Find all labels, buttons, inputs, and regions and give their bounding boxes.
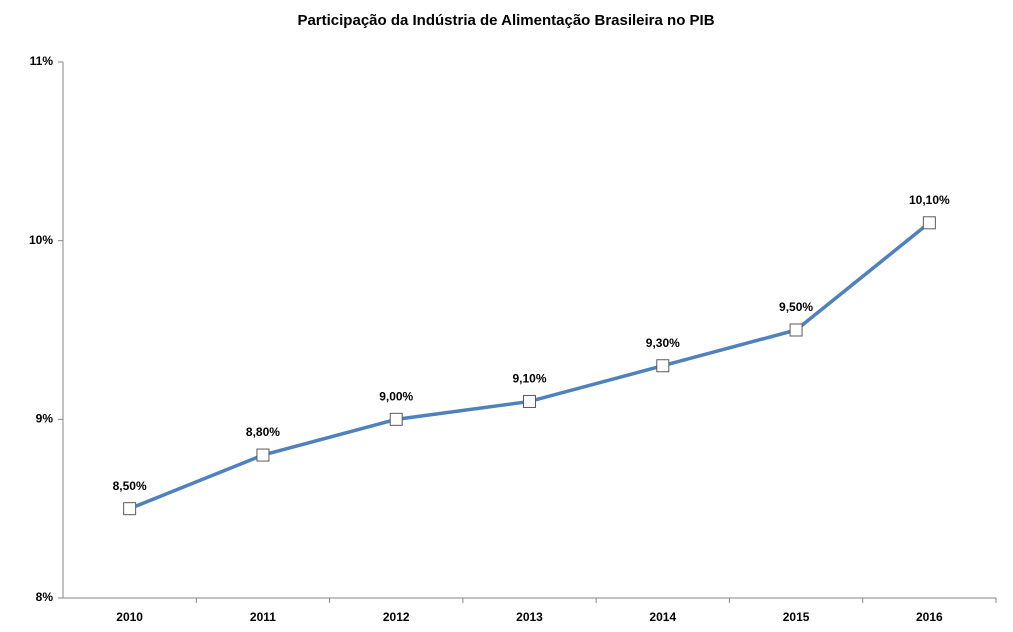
x-tick-label: 2010 [116,610,143,624]
marker [389,412,403,426]
y-tick-label: 9% [36,412,54,426]
line [128,221,931,511]
data-label: 10,10% [909,193,950,207]
y-tick-label: 8% [36,590,54,604]
x-tick-label: 2012 [383,610,410,624]
y-tick-label: 10% [29,233,53,247]
x-tick-label: 2015 [783,610,810,624]
data-label: 9,10% [512,372,546,386]
marker [523,394,536,408]
data-label: 8,50% [113,479,147,493]
x-tick-label: 2011 [250,610,276,624]
x-tick-label: 2013 [516,610,543,624]
y-tick-label: 11% [30,54,54,68]
x-tick-label: 2014 [649,610,676,624]
data-label: 9,50% [779,300,813,314]
marker [123,502,137,516]
chart-title: Participação da Indústria de Alimentação… [297,12,714,29]
marker [922,216,936,230]
marker [256,448,270,462]
x-tick-label: 2016 [916,610,943,624]
marker [789,323,803,337]
marker [656,359,670,373]
data-label: 9,00% [379,390,413,404]
data-label: 9,30% [646,336,680,350]
data-label: 8,80% [246,425,280,439]
